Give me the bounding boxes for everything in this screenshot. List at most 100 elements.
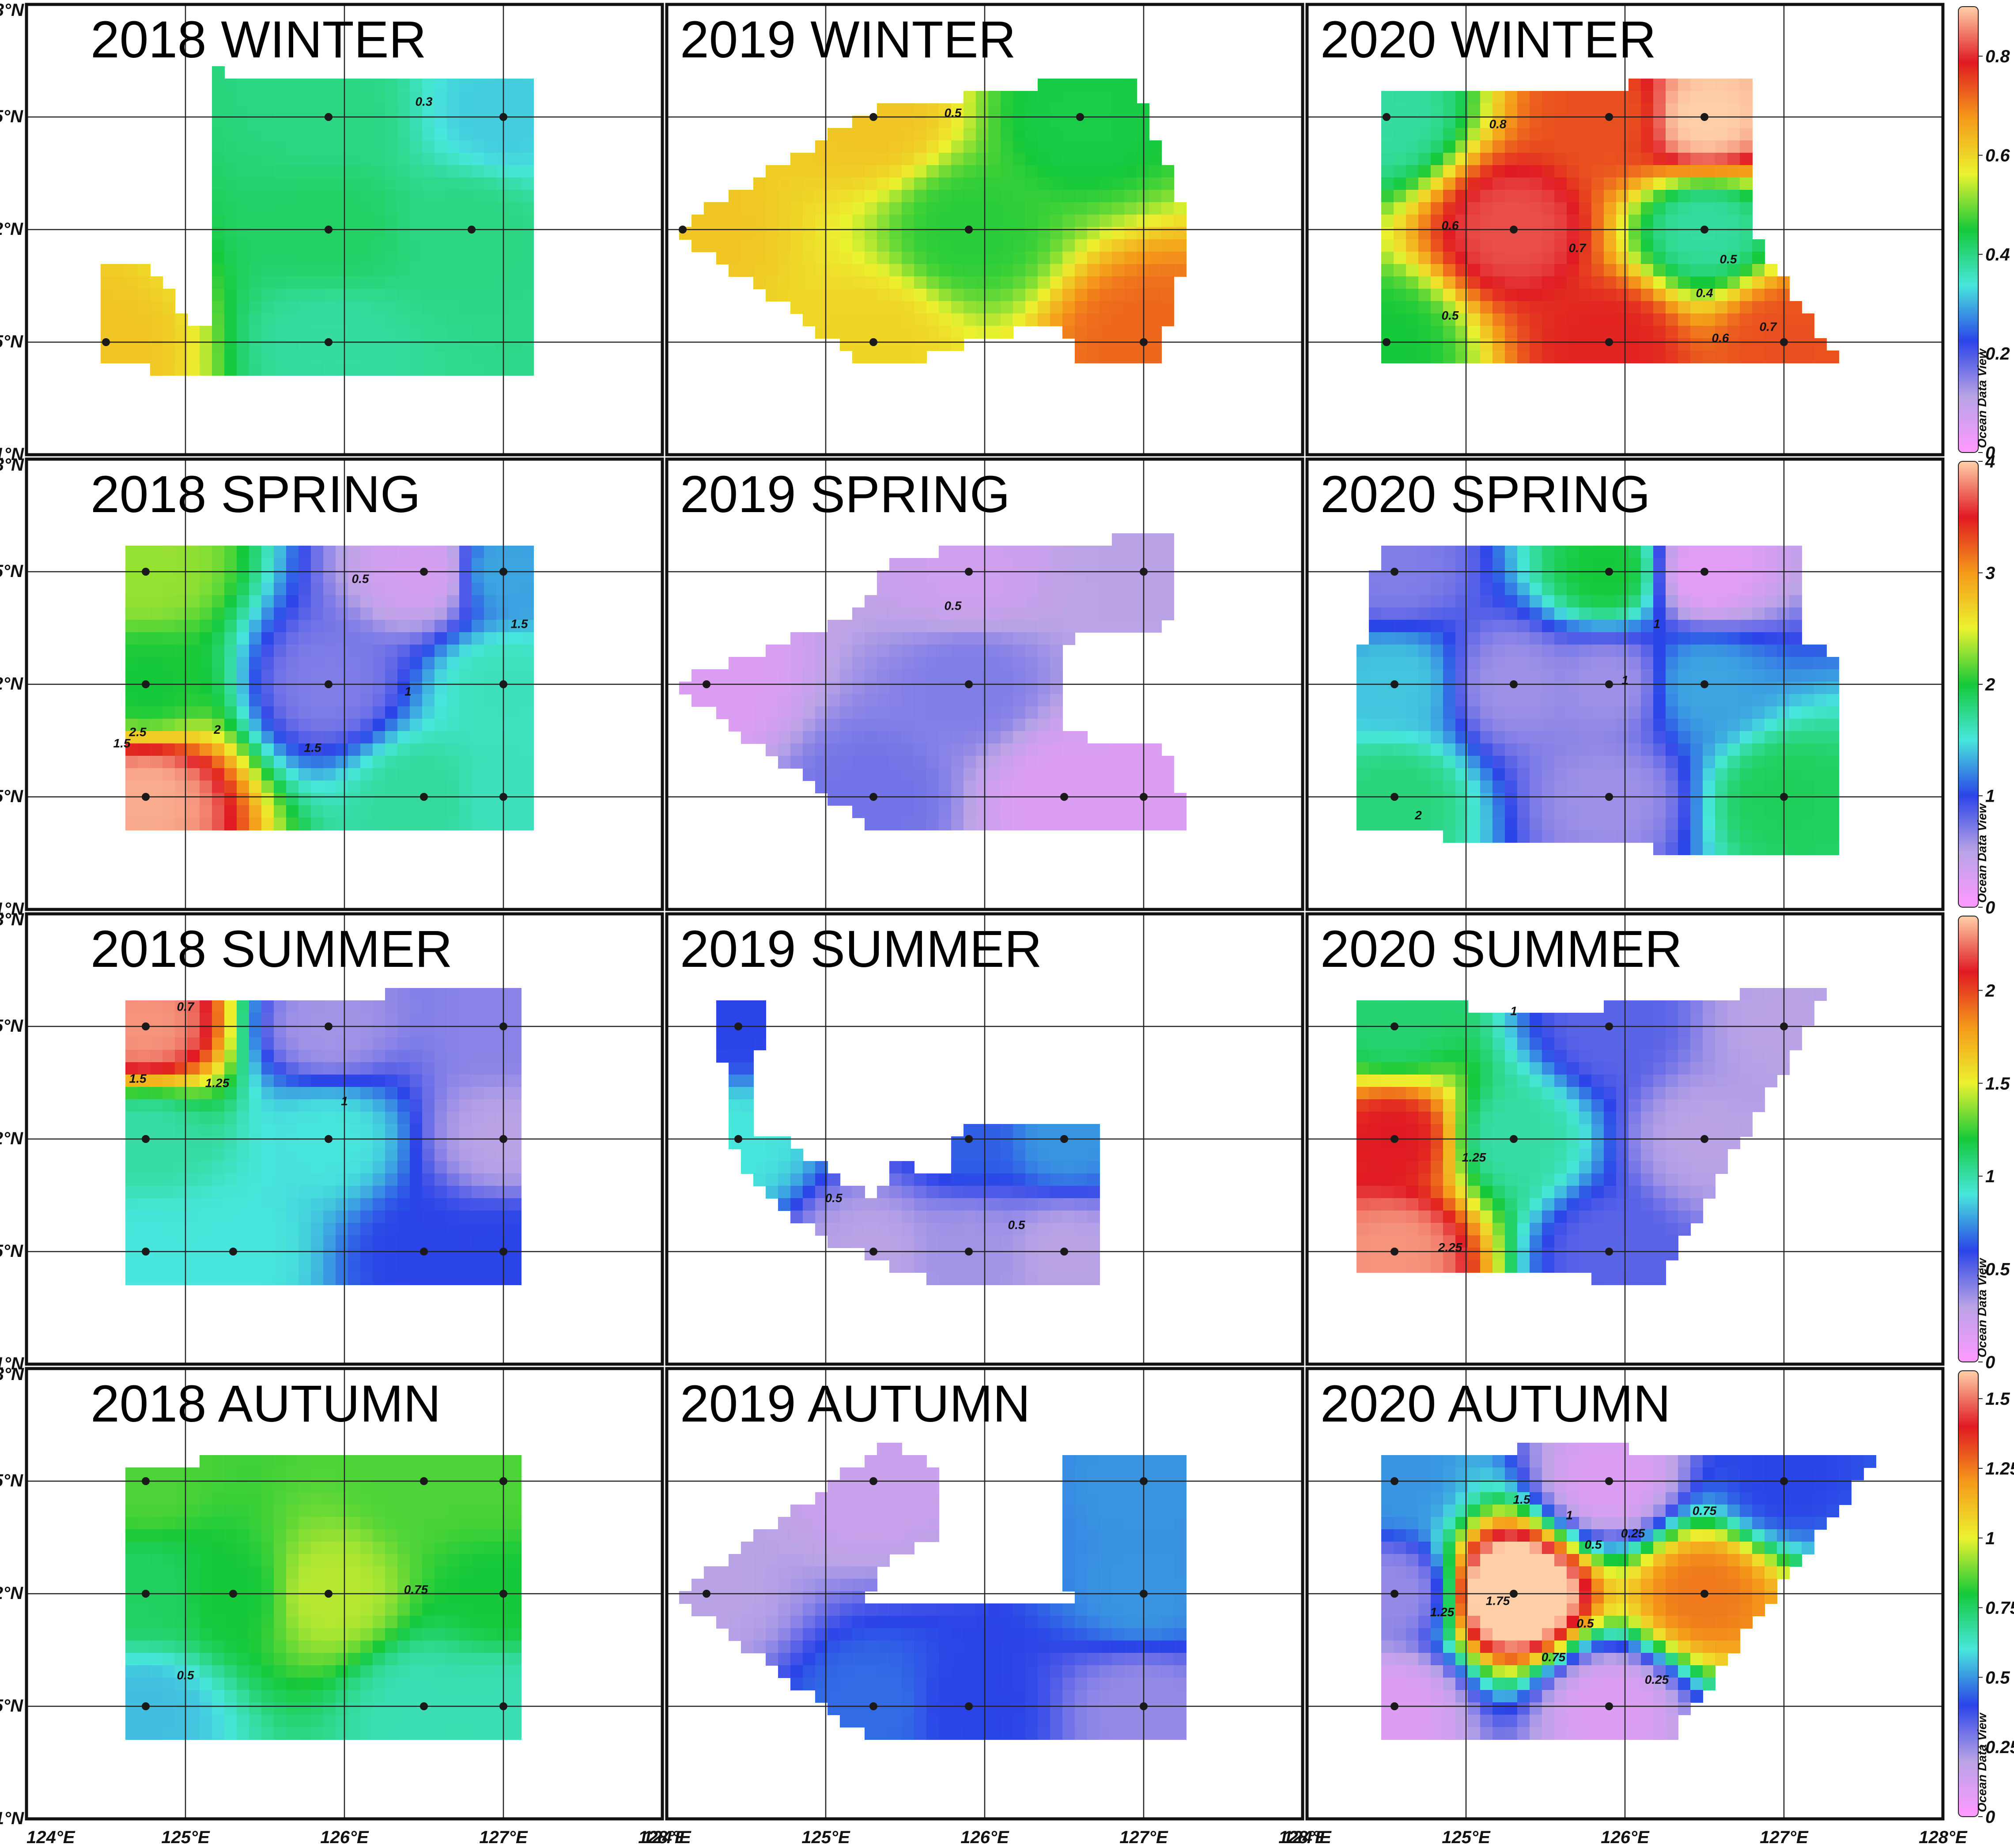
station-marker — [1060, 793, 1068, 801]
station-marker — [965, 1702, 973, 1710]
station-marker — [965, 680, 973, 688]
station-marker — [325, 680, 333, 688]
lat-tick-label: 31.5°N — [0, 1241, 23, 1261]
station-marker — [1383, 113, 1391, 121]
station-marker — [420, 1702, 428, 1710]
contour-label: 0.7 — [1569, 241, 1587, 255]
station-marker — [420, 1477, 428, 1485]
station-marker — [1140, 793, 1148, 801]
station-marker — [1780, 338, 1788, 346]
lon-tick-label: 124°E — [1283, 1828, 1332, 1846]
contour-label: 1.25 — [1462, 1150, 1486, 1164]
contour-label: 0.5 — [945, 106, 962, 120]
station-marker — [1780, 1477, 1788, 1485]
station-marker — [499, 1590, 507, 1598]
station-marker — [1391, 1135, 1398, 1143]
colorbar-tick-label: 2 — [1985, 981, 1995, 1000]
colorbar-tick-label: 1.5 — [1985, 1389, 2010, 1409]
station-marker — [965, 1248, 973, 1256]
station-marker — [1060, 1248, 1068, 1256]
station-marker — [229, 1248, 237, 1256]
station-marker — [1605, 1248, 1613, 1256]
station-marker — [965, 226, 973, 234]
lon-tick-label: 127°E — [1119, 1828, 1168, 1846]
station-marker — [142, 1248, 150, 1256]
lat-edge-label: 33°N — [0, 910, 24, 929]
station-marker — [1391, 1702, 1398, 1710]
lat-tick-label: 31.5°N — [0, 332, 23, 351]
contour-label: 1.5 — [1513, 1493, 1530, 1506]
station-marker — [1780, 793, 1788, 801]
station-marker — [1140, 1477, 1148, 1485]
station-marker — [1605, 1702, 1613, 1710]
station-marker — [679, 226, 687, 234]
map-panel: 0.5 2019 WINTER — [667, 4, 1303, 455]
lat-tick-label: 32°N — [0, 1584, 23, 1603]
station-marker — [734, 1135, 742, 1143]
colorbar-brand-label: Ocean Data View — [1975, 1257, 1989, 1358]
station-marker — [965, 1135, 973, 1143]
station-marker — [229, 1590, 237, 1598]
colorbar-tick-label: 1 — [1985, 787, 1995, 806]
contour-label: 0.5 — [1720, 253, 1737, 266]
station-marker — [1391, 1022, 1398, 1030]
panel-title: 2018 SPRING — [91, 465, 421, 524]
colorbar-tick-label: 0.6 — [1985, 146, 2010, 166]
contour-label: 1 — [341, 1094, 348, 1108]
contour-label: 0.75 — [1693, 1504, 1717, 1518]
lon-tick-label: 127°E — [479, 1828, 528, 1846]
station-marker — [703, 680, 710, 688]
station-marker — [1510, 1590, 1518, 1598]
colorbar-tick-label: 1.5 — [1985, 1074, 2010, 1094]
lat-tick-label: 32.5°N — [0, 1471, 23, 1490]
station-marker — [1510, 226, 1518, 234]
station-marker — [1391, 793, 1398, 801]
panel-title: 2019 AUTUMN — [680, 1375, 1031, 1433]
station-marker — [1700, 226, 1708, 234]
contour-label: 0.5 — [1008, 1218, 1025, 1232]
station-marker — [142, 680, 150, 688]
colorbar-tick-label: 0.8 — [1985, 47, 2010, 66]
lat-tick-label: 32°N — [0, 1129, 23, 1148]
station-marker — [499, 1702, 507, 1710]
contour-label: 0.25 — [1645, 1673, 1669, 1686]
contour-label: 1.5 — [113, 736, 131, 750]
colorbar-tick-label: 3 — [1985, 564, 1995, 583]
station-marker — [1605, 1477, 1613, 1485]
concentration-field — [125, 1455, 521, 1740]
lat-tick-label: 31.5°N — [0, 787, 23, 806]
station-marker — [499, 680, 507, 688]
station-marker — [325, 1022, 333, 1030]
contour-label: 0.5 — [945, 599, 962, 613]
panel-title: 2018 WINTER — [91, 11, 427, 69]
contour-label: 1 — [1510, 1004, 1517, 1018]
contour-label: 2 — [1414, 808, 1422, 822]
station-marker — [869, 113, 877, 121]
colorbar-tick-label: 4 — [1985, 452, 1995, 471]
colorbar-tick-label: 1 — [1985, 1167, 1995, 1186]
station-marker — [499, 1022, 507, 1030]
station-marker — [965, 568, 973, 576]
station-marker — [499, 1248, 507, 1256]
station-marker — [142, 1702, 150, 1710]
station-marker — [1605, 793, 1613, 801]
panel-title: 2018 AUTUMN — [91, 1375, 441, 1433]
station-marker — [499, 1477, 507, 1485]
contour-label: 0.5 — [1577, 1617, 1594, 1630]
contour-label: 0.75 — [404, 1583, 428, 1596]
station-marker — [499, 568, 507, 576]
station-marker — [1605, 1022, 1613, 1030]
contour-label: 0.4 — [1696, 286, 1713, 300]
panel-title: 2019 WINTER — [680, 11, 1016, 69]
station-marker — [1140, 1590, 1148, 1598]
station-marker — [499, 793, 507, 801]
station-marker — [499, 1135, 507, 1143]
